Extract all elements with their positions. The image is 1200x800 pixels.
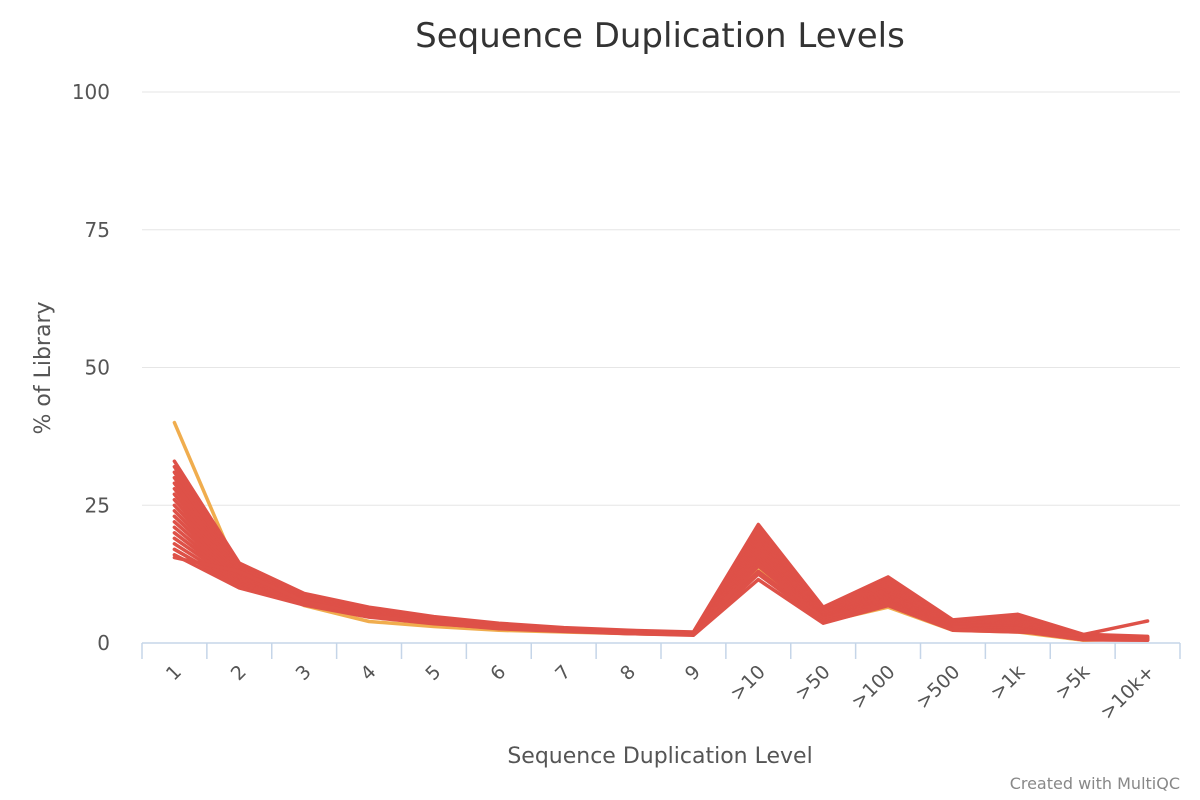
x-axis-title: Sequence Duplication Level bbox=[507, 744, 812, 769]
x-tick-label: 5 bbox=[421, 661, 445, 685]
x-tick-label: 8 bbox=[616, 661, 640, 685]
x-tick-label: >100 bbox=[847, 661, 899, 713]
x-tick-label: 6 bbox=[486, 661, 510, 685]
x-tick-label: 1 bbox=[162, 661, 186, 685]
series-line bbox=[172, 555, 1150, 638]
y-tick-label: 100 bbox=[72, 80, 110, 104]
x-tick-label: >10k+ bbox=[1096, 661, 1159, 724]
x-tick-label: >50 bbox=[791, 661, 835, 705]
x-tick-label: 3 bbox=[292, 661, 316, 685]
y-tick-label: 25 bbox=[85, 493, 110, 517]
gridlines bbox=[142, 91, 1180, 506]
x-axis-ticks: 1 2 3 4 5 6 7 8 9 >10 >50 >100 >500 >1k >5k >10k+ bbox=[141, 643, 1181, 724]
x-tick-label: 9 bbox=[681, 661, 705, 685]
x-tick-label: >500 bbox=[912, 661, 964, 713]
series-line bbox=[172, 470, 1150, 640]
chart-title: Sequence Duplication Levels bbox=[415, 16, 905, 56]
x-tick-label: >10 bbox=[726, 661, 770, 705]
series-line bbox=[172, 475, 1150, 640]
credit-text: Created with MultiQC bbox=[1010, 774, 1180, 793]
y-axis-ticks: 0 25 50 75 100 bbox=[72, 80, 110, 655]
y-tick-label: 0 bbox=[97, 631, 110, 655]
x-tick-label: 7 bbox=[551, 661, 575, 685]
x-tick-label: 4 bbox=[356, 661, 380, 685]
x-tick-label: 2 bbox=[227, 661, 251, 685]
x-tick-label: >1k bbox=[986, 661, 1029, 704]
series-line bbox=[172, 464, 1150, 639]
x-tick-label: >5k bbox=[1051, 661, 1094, 704]
y-tick-label: 75 bbox=[85, 218, 110, 242]
series-lines bbox=[172, 420, 1150, 642]
y-axis-title: % of Library bbox=[31, 301, 56, 434]
y-tick-label: 50 bbox=[85, 356, 110, 380]
